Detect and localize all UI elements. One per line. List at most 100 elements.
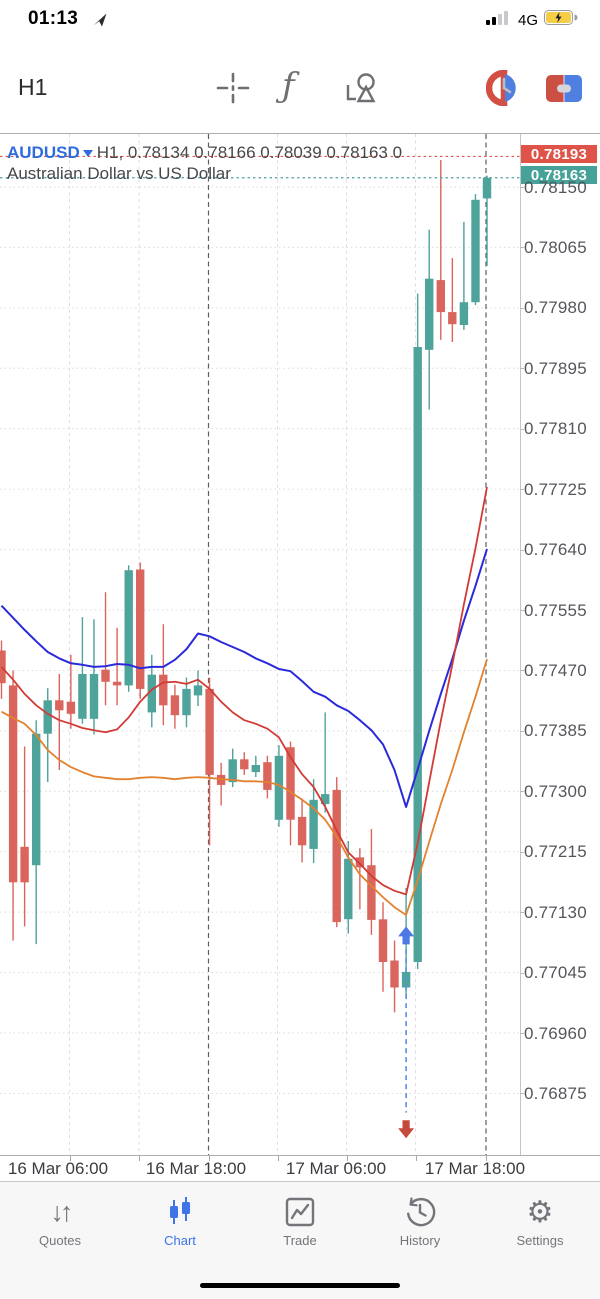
gear-icon: ⚙ (526, 1195, 554, 1229)
timeframe-button[interactable]: H1 (18, 74, 48, 100)
y-axis-label: 0.77640 (524, 540, 587, 560)
x-axis-label: 17 Mar 06:00 (285, 1159, 387, 1178)
y-axis-label: 0.78150 (524, 177, 587, 197)
candle (159, 624, 168, 726)
status-bar: 01:13 4G (0, 0, 600, 44)
candle (367, 828, 376, 935)
buy-arrow-icon (398, 926, 415, 945)
candle (136, 562, 145, 699)
y-axis-label: 0.77725 (524, 479, 587, 499)
candle (66, 654, 76, 729)
tab-label: Quotes (39, 1233, 81, 1248)
candle (170, 684, 180, 729)
tab-settings[interactable]: ⚙ Settings (485, 1194, 595, 1248)
candle (332, 777, 341, 928)
x-axis-label: 16 Mar 06:00 (7, 1159, 109, 1178)
candle (390, 940, 399, 1013)
chart-header: AUDUSD H1, 0.78134 0.78166 0.78039 0.7816… (7, 142, 402, 184)
candle (112, 627, 122, 706)
x-axis-tick (69, 1156, 71, 1161)
x-axis-tick (277, 1156, 279, 1161)
chart-area[interactable]: AUDUSD H1, 0.78134 0.78166 0.78039 0.7816… (0, 134, 600, 1155)
tab-chart[interactable]: Chart (125, 1194, 235, 1248)
y-axis-label: 0.77470 (524, 660, 587, 680)
ma-slow-blue (0, 548, 488, 808)
candle (78, 617, 87, 724)
chevron-down-icon (82, 149, 93, 157)
candle (448, 258, 457, 342)
location-arrow-icon (92, 12, 108, 33)
candle (378, 902, 388, 992)
y-axis-label: 0.76960 (524, 1023, 587, 1043)
network-type: 4G (517, 11, 538, 29)
price-chart[interactable] (0, 134, 600, 1155)
home-indicator[interactable] (200, 1283, 400, 1288)
y-axis-tick (520, 247, 524, 249)
y-axis-tick (520, 187, 524, 188)
y-axis-tick (520, 791, 524, 793)
y-axis-label: 0.77385 (524, 721, 587, 741)
candle (8, 670, 18, 941)
y-axis-label: 0.77895 (524, 358, 587, 378)
candle (147, 654, 156, 728)
candle (355, 848, 365, 910)
tab-label: Trade (283, 1233, 317, 1248)
y-axis-label: 0.77215 (524, 842, 587, 862)
tab-history[interactable]: History (365, 1194, 475, 1248)
candle (263, 755, 272, 799)
symbol-description: Australian Dollar vs US Dollar (7, 164, 231, 183)
cellular-signal-icon (485, 10, 512, 30)
objects-button[interactable] (343, 70, 381, 113)
y-axis-tick (520, 972, 524, 974)
candle (228, 748, 237, 788)
candle (43, 688, 52, 783)
candle (413, 293, 422, 970)
candle (124, 565, 133, 692)
candle (286, 741, 295, 846)
trade-chart-icon (245, 1194, 355, 1230)
time-axis: 16 Mar 06:00 16 Mar 18:00 17 Mar 06:00 17 M… (0, 1155, 600, 1182)
candle (436, 159, 445, 340)
y-axis-tick (520, 368, 524, 370)
y-axis-tick (520, 851, 524, 853)
tab-label: Chart (164, 1233, 196, 1248)
y-axis-label: 0.77810 (524, 419, 587, 439)
y-axis-label: 0.76875 (524, 1083, 587, 1103)
y-axis-label: 0.77980 (524, 298, 587, 318)
tab-trade[interactable]: Trade (245, 1194, 355, 1248)
y-axis-label: 0.77555 (524, 600, 587, 620)
sell-arrow-icon (398, 1120, 415, 1139)
chart-toolbar: H1 ƒ (0, 44, 600, 134)
y-axis-label: 0.77045 (524, 963, 587, 983)
candle (55, 673, 64, 770)
candle (425, 229, 434, 410)
tab-label: Settings (516, 1233, 564, 1248)
trading-sessions-icon[interactable] (485, 69, 522, 111)
candle (251, 755, 260, 778)
quick-trade-button[interactable] (546, 75, 582, 107)
crosshair-button[interactable] (215, 70, 251, 111)
tab-bar: ↓↑ Quotes Chart Trade (0, 1181, 600, 1299)
quotes-arrows-icon: ↓↑ (50, 1196, 74, 1227)
ma-medium-red (0, 486, 488, 896)
x-axis-label: 17 Mar 18:00 (424, 1159, 526, 1178)
candle (101, 592, 110, 706)
candle (471, 194, 480, 306)
candle (297, 798, 307, 863)
x-axis-label: 16 Mar 18:00 (145, 1159, 247, 1178)
indicators-function-button[interactable]: ƒ (282, 66, 295, 106)
y-axis-tick (520, 912, 524, 914)
ma-fast-orange (1, 658, 488, 916)
y-axis-tick (520, 610, 524, 611)
y-axis-tick (520, 1033, 524, 1035)
candle (193, 670, 203, 706)
tab-quotes[interactable]: ↓↑ Quotes (5, 1194, 115, 1248)
history-clock-icon (365, 1194, 475, 1230)
clock-time: 01:13 (28, 8, 79, 29)
y-axis-label: 0.77300 (524, 781, 587, 801)
symbol-button[interactable]: AUDUSD (7, 143, 80, 162)
candle (0, 640, 6, 699)
y-axis-label: 0.78065 (524, 237, 587, 257)
candle (182, 677, 191, 728)
